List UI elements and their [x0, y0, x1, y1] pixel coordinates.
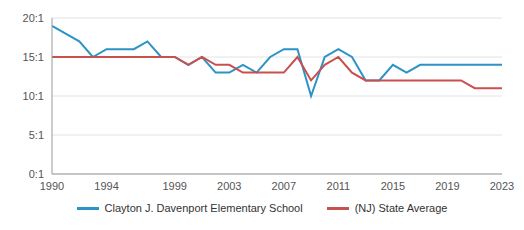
svg-text:2007: 2007 [272, 180, 296, 192]
html-text:Clayton J. Davenport Elementar: Clayton J. Davenport Elementary School [104, 202, 303, 214]
svg-text:1994: 1994 [94, 180, 118, 192]
svg-text:2023: 2023 [490, 180, 514, 192]
svg-text:1990: 1990 [40, 180, 64, 192]
svg-text:2015: 2015 [381, 180, 405, 192]
svg-text:2019: 2019 [435, 180, 459, 192]
html-text:(NJ) State Average: (NJ) State Average [354, 202, 448, 214]
svg-text:2011: 2011 [327, 180, 351, 192]
svg-text:5:1: 5:1 [29, 129, 44, 141]
svg-text:2003: 2003 [217, 180, 241, 192]
svg-text:0:1: 0:1 [29, 168, 44, 180]
svg-text:10:1: 10:1 [23, 90, 44, 102]
svg-text:1999: 1999 [162, 180, 186, 192]
svg-text:20:1: 20:1 [23, 12, 44, 24]
svg-text:15:1: 15:1 [23, 51, 44, 63]
